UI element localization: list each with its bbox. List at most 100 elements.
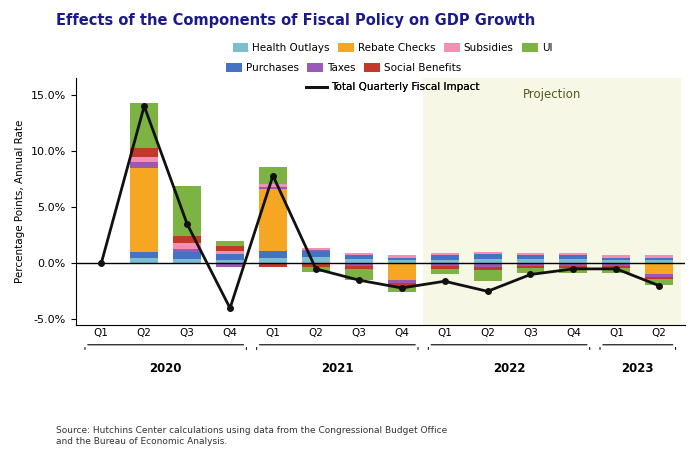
Bar	[216, 247, 244, 251]
Bar	[474, 263, 501, 267]
Bar	[130, 103, 158, 148]
Y-axis label: Percentage Points, Annual Rate: Percentage Points, Annual Rate	[15, 120, 25, 283]
Bar	[216, 260, 244, 263]
Bar	[345, 259, 373, 263]
Bar	[603, 266, 630, 268]
Bar	[474, 270, 501, 281]
Total Quarterly Fiscal Impact	[312, 266, 320, 272]
Bar	[259, 187, 287, 189]
Bar	[259, 184, 287, 187]
Bar	[559, 268, 587, 273]
Bar	[517, 259, 545, 263]
Bar	[173, 249, 201, 252]
Bar	[302, 256, 330, 263]
Bar	[430, 256, 458, 260]
Legend: Total Quarterly Fiscal Impact: Total Quarterly Fiscal Impact	[302, 78, 484, 97]
Bar	[645, 260, 673, 263]
Total Quarterly Fiscal Impact	[440, 279, 449, 284]
Total Quarterly Fiscal Impact	[226, 306, 234, 311]
Bar	[559, 266, 587, 268]
Total Quarterly Fiscal Impact	[398, 285, 406, 291]
Bar	[345, 266, 373, 269]
Bar	[173, 236, 201, 243]
Bar	[388, 284, 416, 287]
Bar	[474, 254, 501, 259]
Bar	[559, 259, 587, 263]
Bar	[645, 263, 673, 274]
Bar	[173, 252, 201, 259]
Total Quarterly Fiscal Impact	[97, 261, 106, 266]
Bar	[345, 253, 373, 256]
Bar	[645, 274, 673, 277]
Text: 2021: 2021	[321, 362, 354, 375]
Bar	[302, 250, 330, 251]
Bar	[388, 280, 416, 284]
Bar	[645, 256, 673, 258]
Total Quarterly Fiscal Impact	[355, 277, 363, 283]
Bar	[517, 256, 545, 259]
Bar	[430, 263, 458, 266]
Bar	[259, 166, 287, 184]
Bar	[302, 267, 330, 272]
Bar	[388, 263, 416, 280]
Text: 2022: 2022	[493, 362, 525, 375]
Bar	[259, 251, 287, 258]
Bar	[645, 258, 673, 260]
Text: Effects of the Components of Fiscal Policy on GDP Growth: Effects of the Components of Fiscal Poli…	[56, 14, 536, 28]
Bar	[388, 260, 416, 263]
Total Quarterly Fiscal Impact	[183, 221, 191, 227]
Bar	[474, 259, 501, 263]
Bar	[517, 263, 545, 266]
Line: Total Quarterly Fiscal Impact: Total Quarterly Fiscal Impact	[99, 104, 662, 311]
Text: 2020: 2020	[149, 362, 182, 375]
Bar	[388, 258, 416, 260]
Bar	[130, 157, 158, 162]
Bar	[173, 186, 201, 236]
Bar	[430, 269, 458, 274]
Bar	[259, 189, 287, 251]
Bar	[430, 260, 458, 263]
Total Quarterly Fiscal Impact	[484, 288, 492, 294]
Bar	[430, 253, 458, 256]
Bar	[130, 258, 158, 263]
Bar	[345, 263, 373, 266]
Bar	[302, 251, 330, 256]
Bar	[216, 263, 244, 267]
Bar	[302, 248, 330, 250]
Bar	[216, 241, 244, 247]
Bar	[603, 256, 630, 258]
Bar	[603, 263, 630, 266]
Bar	[388, 256, 416, 258]
Bar	[517, 253, 545, 256]
Bar	[302, 263, 330, 267]
Bar	[559, 253, 587, 256]
Bar	[130, 162, 158, 168]
Bar	[424, 78, 680, 325]
Text: Source: Hutchins Center calculations using data from the Congressional Budget Of: Source: Hutchins Center calculations usi…	[56, 426, 447, 446]
Bar	[345, 269, 373, 280]
Total Quarterly Fiscal Impact	[526, 272, 535, 277]
Total Quarterly Fiscal Impact	[569, 266, 577, 272]
Bar	[603, 258, 630, 260]
Bar	[345, 256, 373, 259]
Total Quarterly Fiscal Impact	[140, 104, 148, 109]
Total Quarterly Fiscal Impact	[655, 283, 664, 288]
Bar	[645, 279, 673, 284]
Bar	[173, 259, 201, 263]
Bar	[517, 266, 545, 268]
Total Quarterly Fiscal Impact	[269, 173, 277, 178]
Bar	[559, 256, 587, 259]
Bar	[173, 243, 201, 249]
Bar	[130, 252, 158, 258]
Bar	[216, 254, 244, 260]
Bar	[259, 263, 287, 267]
Bar	[474, 252, 501, 254]
Bar	[130, 168, 158, 252]
Bar	[517, 268, 545, 273]
Bar	[559, 263, 587, 266]
Bar	[130, 148, 158, 157]
Bar	[388, 287, 416, 292]
Bar	[645, 277, 673, 279]
Bar	[430, 266, 458, 269]
Text: Projection: Projection	[523, 88, 581, 101]
